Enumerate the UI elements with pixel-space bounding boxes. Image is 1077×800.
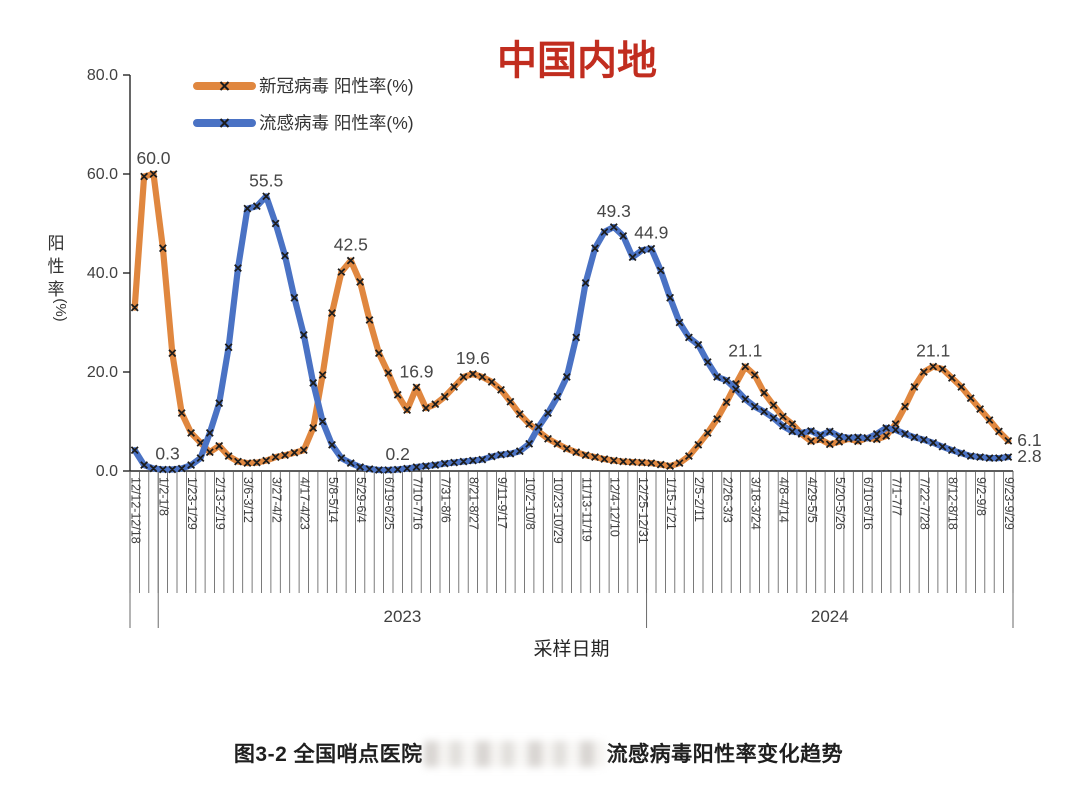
y-axis-tick-label: 40.0 [87, 265, 118, 282]
x-axis-tick-label: 12/4-12/10 [608, 477, 622, 537]
data-label-42.5: 42.5 [334, 235, 368, 255]
caption-prefix: 图3-2 全国哨点医院 [233, 743, 423, 766]
data-label-49.3: 49.3 [597, 201, 631, 221]
x-axis-tick-label: 2/26-3/3 [720, 477, 734, 523]
x-axis-tick-label: 4/8-4/14 [777, 477, 791, 523]
y-axis-tick-label: 60.0 [87, 166, 118, 183]
x-axis-tick-label: 5/8-5/14 [326, 477, 340, 523]
x-axis-tick-label: 6/19-6/25 [382, 477, 396, 530]
y-axis-tick-label: 80.0 [87, 67, 118, 84]
x-axis-tick-label: 7/10-7/16 [410, 477, 424, 530]
x-axis-tick-label: 2/5-2/11 [692, 477, 706, 522]
x-axis-tick-label: 7/22-7/28 [918, 477, 932, 530]
x-axis-tick-label: 1/15-1/21 [664, 477, 678, 530]
x-axis-tick-label: 3/18-3/24 [749, 477, 763, 530]
legend-item-covid: 新冠病毒 阳性率(%) [193, 76, 414, 96]
y-axis-title: 阳 [48, 234, 65, 253]
data-label-21.1: 21.1 [728, 341, 762, 361]
covid-series-line [131, 170, 1012, 470]
x-axis-tick-label: 1/23-1/29 [185, 477, 199, 530]
y-axis-tick-label: 0.0 [96, 463, 118, 480]
x-axis-tick-label: 3/6-3/12 [241, 477, 255, 523]
caption-suffix: 流感病毒阳性率变化趋势 [606, 743, 844, 766]
legend-label-covid: 新冠病毒 阳性率(%) [259, 76, 414, 96]
x-axis-title: 采样日期 [533, 638, 609, 660]
data-label-6.1: 6.1 [1017, 430, 1041, 450]
data-label-21.1: 21.1 [916, 341, 950, 361]
x-axis-tick-label: 6/10-6/16 [861, 477, 875, 530]
x-axis-tick-label: 10/23-10/29 [551, 477, 565, 544]
y-axis-title-unit: (%) [52, 298, 69, 321]
x-axis-tick-label: 12/25-12/31 [636, 477, 650, 544]
data-label-0.3: 0.3 [155, 444, 179, 464]
x-axis-tick-label: 5/29-6/4 [354, 477, 368, 523]
legend-x-marker-flu [219, 118, 230, 128]
y-axis-title: 率 [48, 280, 65, 299]
legend-item-flu: 流感病毒 阳性率(%) [193, 113, 414, 133]
data-label-60.0: 60.0 [136, 148, 170, 168]
x-axis-tick-label: 3/27-4/2 [269, 477, 283, 523]
x-axis-tick-label: 7/31-8/6 [439, 477, 453, 523]
flu-series-line [131, 193, 1012, 474]
x-axis-tick-label: 12/12-12/18 [129, 477, 143, 544]
data-label-19.6: 19.6 [456, 348, 490, 368]
trend-chart: 中国内地 新冠病毒 阳性率(%) 流感病毒 阳性率(%) 0.0 20.0 40… [48, 39, 1042, 660]
x-axis-year-label: 2024 [811, 607, 849, 626]
data-label-55.5: 55.5 [249, 170, 283, 190]
x-axis-tick-label: 9/2-9/8 [974, 477, 988, 516]
x-axis-tick-label: 2/13-2/19 [213, 477, 227, 530]
y-axis-tick-label: 20.0 [87, 364, 118, 381]
data-label-0.2: 0.2 [386, 444, 410, 464]
caption-redacted-area [423, 741, 606, 767]
flu-series-x-markers [130, 192, 1013, 474]
data-label-2.8: 2.8 [1017, 446, 1041, 466]
x-axis-tick-label: 8/12-8/18 [946, 477, 960, 530]
data-label-16.9: 16.9 [399, 361, 433, 381]
x-axis-tick-label: 5/20-5/26 [833, 477, 847, 530]
x-axis-tick-label: 11/13-11/19 [579, 477, 593, 542]
figure-caption: 图3-2 全国哨点医院 流感病毒阳性率变化趋势 [0, 738, 1077, 768]
x-axis-year-label: 2023 [383, 607, 421, 626]
legend-x-marker-covid [219, 81, 230, 91]
x-axis-tick-label: 9/11-9/17 [495, 477, 509, 529]
x-axis-tick-label: 7/1-7/7 [889, 477, 903, 516]
data-label-44.9: 44.9 [634, 223, 668, 243]
x-axis-tick-label: 9/23-9/29 [1002, 477, 1016, 530]
x-axis-tick-label: 1/2-1/8 [157, 477, 171, 516]
x-axis-tick-label: 8/21-8/27 [467, 477, 481, 530]
y-axis-title: 性 [48, 257, 65, 276]
chart-title: 中国内地 [497, 39, 657, 83]
legend-label-flu: 流感病毒 阳性率(%) [259, 113, 414, 133]
x-axis-tick-label: 10/2-10/8 [523, 477, 537, 530]
covid-series-x-markers [130, 170, 1013, 471]
x-axis-tick-label: 4/29-5/5 [805, 477, 819, 523]
x-axis-tick-label: 4/17-4/23 [298, 477, 312, 530]
